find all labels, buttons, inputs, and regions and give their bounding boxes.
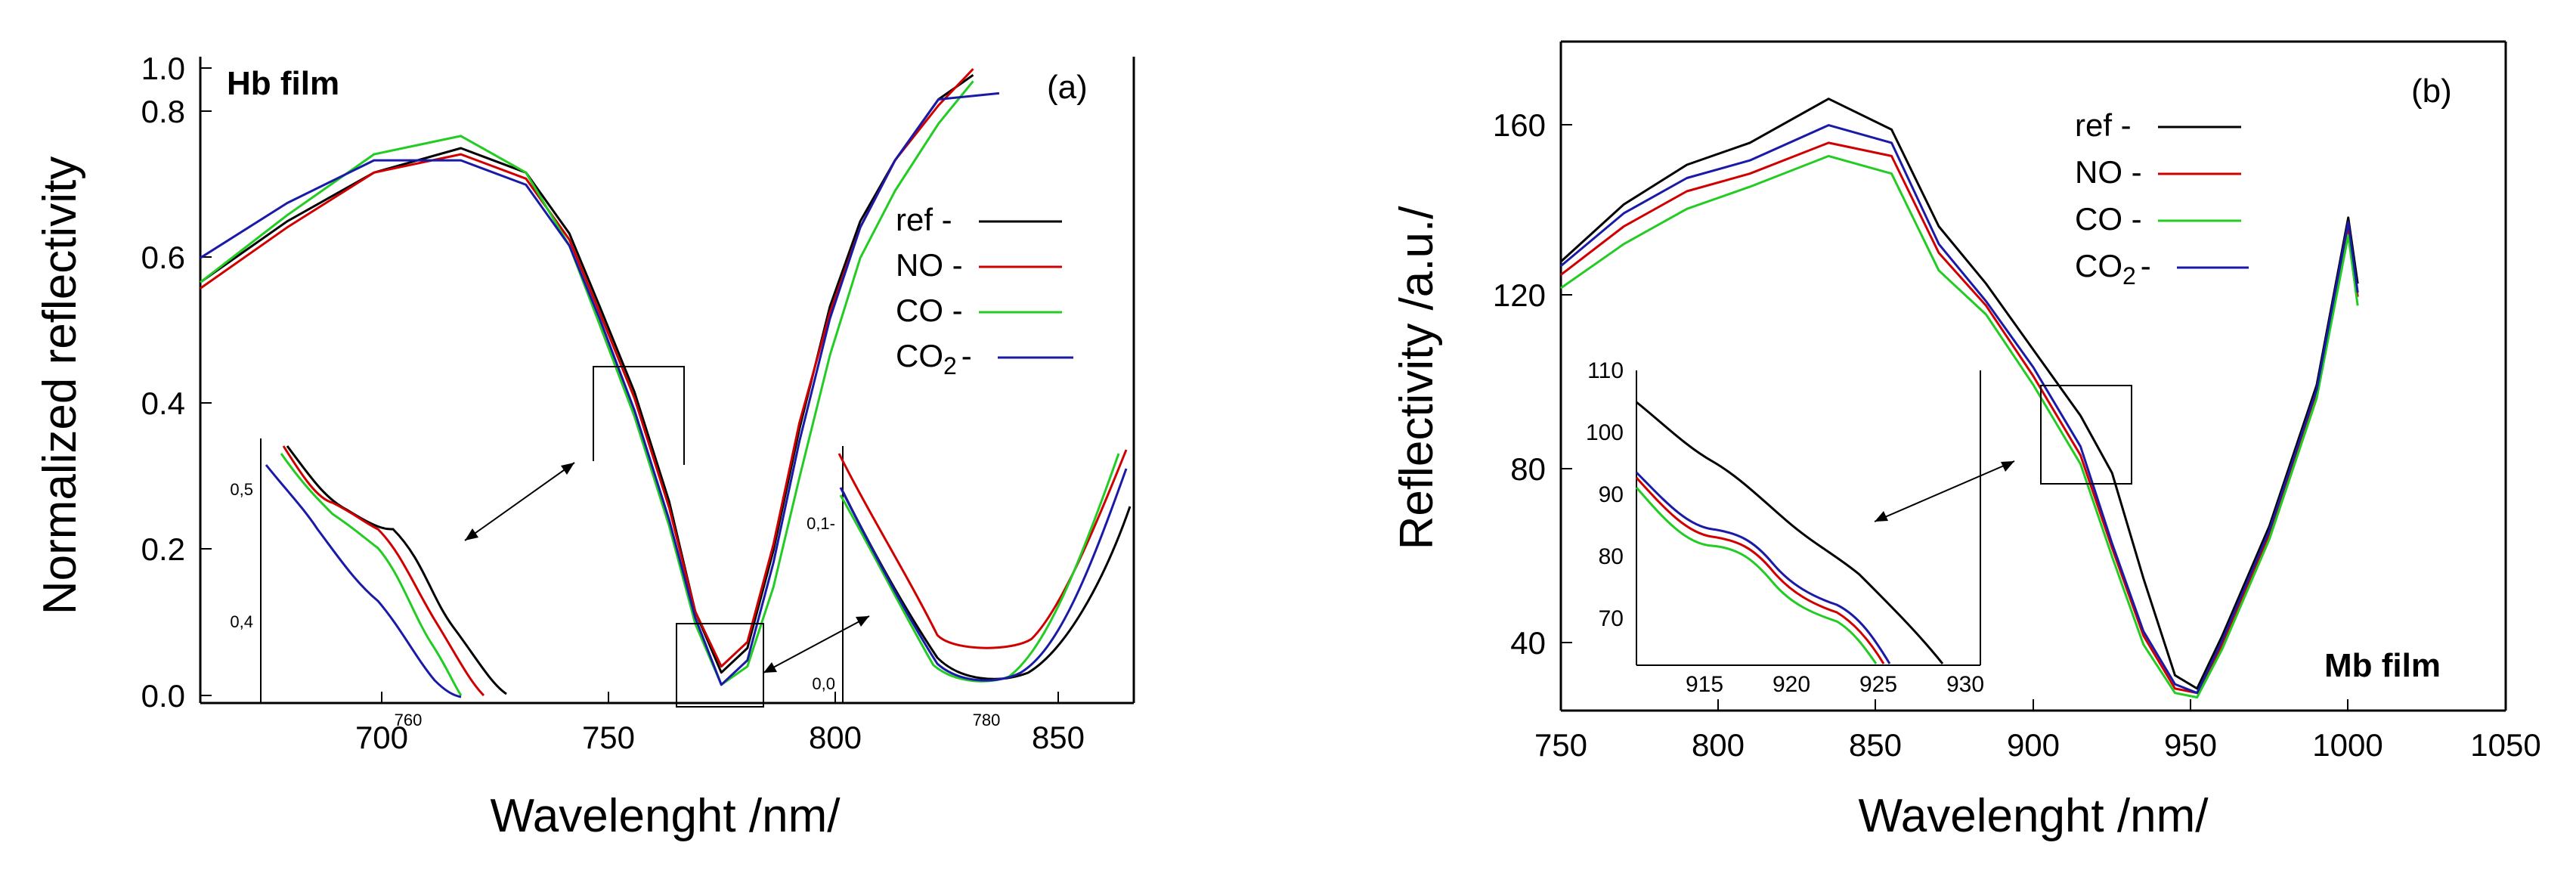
panel-a-inset-left-ref-line xyxy=(286,445,507,695)
panel-b-series-co-line xyxy=(1560,154,2359,698)
panel-a-y-tick-label: 0.0 xyxy=(141,678,185,714)
panel-a-inset-right-ref-line xyxy=(841,491,1132,680)
panel-b-x-axis-title: Wavelenght /nm/ xyxy=(1859,790,2209,842)
panel-a-zoom-region-left xyxy=(593,366,685,465)
panel-a-inset-left-co2-line xyxy=(265,464,462,698)
panel-a-label: (a) xyxy=(1047,69,1088,106)
panel-a-inset-left-y-tick: 0,5 xyxy=(230,480,253,499)
panel-a-inset-right: 0,1- 0,0 780 xyxy=(807,446,1134,729)
panel-a-chart: 0.0 0.2 0.4 0.6 0.8 1.0 700 750 800 850 … xyxy=(34,51,1135,842)
panel-b-inset-y-tick: 90 xyxy=(1599,482,1624,507)
panel-b-x-tick-label: 1000 xyxy=(2312,727,2382,763)
panel-a-y-tick-label: 1.0 xyxy=(141,51,185,86)
panel-b-series-ref-line xyxy=(1559,98,2359,690)
panel-a-legend-ref: ref - xyxy=(896,202,952,237)
panel-b-chart: 40 80 120 160 750 800 850 900 950 1000 1… xyxy=(1391,40,2541,842)
panel-b-legend-co2: CO2- xyxy=(2075,248,2151,290)
panel-a-legend-co: CO - xyxy=(896,293,963,328)
panel-b-x-tick-label: 800 xyxy=(1692,727,1745,763)
panel-b-y-tick-label: 120 xyxy=(1493,277,1546,313)
panel-a-inset-right-y-tick: 0,1- xyxy=(807,514,835,533)
panel-b-zoom-region xyxy=(2040,385,2132,485)
panel-b-series-co2-line xyxy=(1560,124,2359,695)
panel-a-inset-left: 0,5 0,4 760 xyxy=(230,438,556,729)
panel-b-inset-x-tick: 920 xyxy=(1773,672,1810,697)
panel-a-y-tick-label: 0.8 xyxy=(141,94,185,129)
panel-a-inset-right-y-tick: 0,0 xyxy=(812,674,835,693)
panel-b-series-no-line xyxy=(1560,141,2359,695)
panel-a-series-ref-line xyxy=(200,73,974,674)
panel-a-x-tick-label: 750 xyxy=(582,720,635,755)
panel-a-film-label: Hb film xyxy=(227,65,339,102)
panel-a-x-ticks: 700 750 800 850 xyxy=(355,692,1085,755)
panel-b-inset-y-tick: 80 xyxy=(1599,544,1624,569)
panel-a-x-tick-label: 700 xyxy=(355,720,408,755)
panel-a-y-axis-title: Normalized reflectivity xyxy=(34,156,86,615)
panel-a-y-ticks: 0.0 0.2 0.4 0.6 0.8 1.0 xyxy=(141,51,212,714)
panel-b-label: (b) xyxy=(2411,73,2452,110)
panel-b-x-ticks: 750 800 850 900 950 1000 1050 xyxy=(1534,699,2541,763)
panel-a-x-axis-title: Wavelenght /nm/ xyxy=(491,790,841,842)
panel-a-inset-right-x-tick: 780 xyxy=(973,711,1001,729)
panel-b-series xyxy=(1559,98,2359,698)
panel-b-legend: ref - NO - CO - CO2- xyxy=(2075,107,2249,290)
panel-a-arrow-left xyxy=(464,462,575,541)
panel-b-inset-y-tick: 70 xyxy=(1599,606,1624,631)
panel-b-x-tick-label: 900 xyxy=(2007,727,2060,763)
panel-b-inset-y-tick: 100 xyxy=(1586,420,1624,445)
panel-a-legend: ref - NO - CO - CO2- xyxy=(896,202,1073,379)
panel-b-inset-ref-line xyxy=(1636,401,1944,664)
panel-a-x-tick-label: 800 xyxy=(809,720,862,755)
panel-a-y-tick-label: 0.4 xyxy=(141,386,185,421)
panel-b-x-tick-label: 750 xyxy=(1534,727,1587,763)
panel-a-inset-left-x-tick: 760 xyxy=(395,711,423,729)
panel-a-inset-left-co-line xyxy=(280,453,463,696)
panel-a-zoom-region-bottom xyxy=(676,623,764,708)
panel-a-series-no-line xyxy=(200,68,974,668)
panel-a-y-tick-label: 0.2 xyxy=(141,531,185,567)
panel-a-series-co-line xyxy=(200,80,974,686)
panel-a-arrow-right xyxy=(763,615,870,674)
panel-b-inset-x-tick: 925 xyxy=(1859,672,1897,697)
panel-a-x-tick-label: 850 xyxy=(1032,720,1085,755)
panel-b-y-tick-label: 160 xyxy=(1493,107,1546,143)
panel-b-y-ticks: 40 80 120 160 xyxy=(1493,107,1572,661)
panel-b-film-label: Mb film xyxy=(2324,647,2441,684)
panel-b-inset-co2-line xyxy=(1635,471,1891,664)
panel-b-inset: 110 100 90 80 70 915 920 925 930 xyxy=(1586,358,1984,697)
panel-a-inset-left-y-tick: 0,4 xyxy=(230,612,253,631)
panel-a-legend-no: NO - xyxy=(896,247,963,283)
panel-b-arrow xyxy=(1874,460,2015,522)
panel-b-x-tick-label: 1050 xyxy=(2470,727,2540,763)
panel-a-y-tick-label: 0.6 xyxy=(141,240,185,275)
panel-a-inset-left-no-line xyxy=(282,445,485,697)
panel-b-x-tick-label: 950 xyxy=(2164,727,2217,763)
panel-b-inset-no-line xyxy=(1635,476,1885,664)
panel-a-legend-co2: CO2- xyxy=(896,338,972,379)
panel-a-series xyxy=(200,68,1000,686)
panel-b-inset-x-tick: 930 xyxy=(1946,672,1984,697)
panel-a-inset-right-co2-line xyxy=(839,468,1128,682)
panel-b-x-tick-label: 850 xyxy=(1849,727,1902,763)
panel-b-y-tick-label: 40 xyxy=(1510,625,1546,661)
panel-b-y-axis-title: Reflectivity /a.u./ xyxy=(1391,206,1443,550)
panel-b-legend-no: NO - xyxy=(2075,154,2142,190)
panel-b-inset-x-tick: 915 xyxy=(1686,672,1723,697)
panel-b-y-tick-label: 80 xyxy=(1510,451,1546,487)
panel-b-legend-ref: ref - xyxy=(2075,107,2132,143)
panel-b-inset-co-line xyxy=(1635,487,1878,664)
panel-b-inset-y-tick: 110 xyxy=(1587,358,1624,383)
panel-a-series-co2-line xyxy=(200,91,1000,686)
panel-b-legend-co: CO - xyxy=(2075,201,2142,237)
